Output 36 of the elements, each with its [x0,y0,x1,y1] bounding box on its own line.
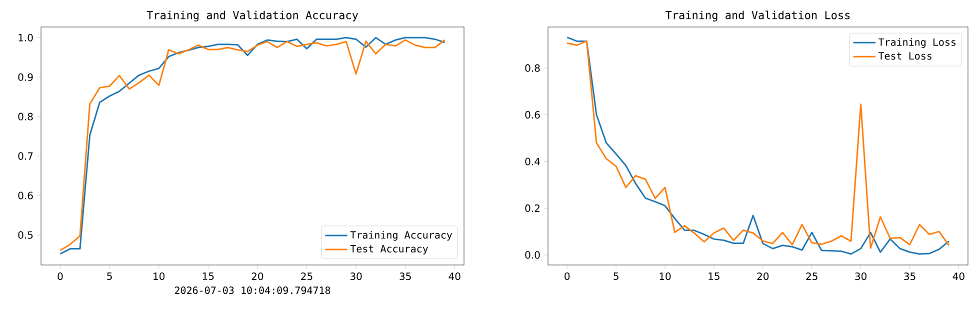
x-tick-label: 0 [564,272,570,280]
x-tick-label: 25 [301,272,312,280]
chart-title: Training and Validation Loss [666,10,850,22]
x-tick-label: 30 [855,272,866,280]
legend-label: Training Accuracy [350,230,452,241]
x-tick-label: 0 [58,272,63,280]
y-tick-label: 0.0 [525,251,540,259]
x-tick-label: 5 [614,272,618,280]
x-tick-label: 10 [660,272,671,280]
y-tick-label: 0.6 [18,192,33,200]
legend-label: Test Loss [878,52,932,60]
y-tick-label: 0.9 [18,73,33,81]
x-tick-label: 35 [400,272,411,280]
y-tick-label: 0.8 [18,112,33,120]
y-tick-label: 0.2 [525,204,540,212]
x-tick-label: 40 [448,272,460,280]
x-tick-label: 5 [107,272,112,280]
x-tick-label: 30 [350,272,362,280]
legend-label: Training Loss [878,38,956,48]
y-tick-label: 0.5 [18,231,33,239]
x-tick-label: 20 [757,272,769,280]
chart-title: Training and Validation Accuracy [146,10,358,22]
x-tick-label: 25 [806,272,818,280]
x-tick-label: 35 [904,272,916,280]
x-tick-label: 15 [708,272,720,280]
x-tick-label: 15 [202,272,214,280]
y-tick-label: 0.6 [525,111,540,119]
x-tick-label: 40 [952,272,964,280]
y-tick-label: 0.8 [525,64,540,72]
y-tick-label: 0.7 [18,152,33,160]
text: 2026-07-03 10:04:09.794718 [174,286,330,294]
x-tick-label: 10 [154,272,165,280]
y-tick-label: 1.0 [18,34,33,42]
y-tick-label: 0.4 [525,158,540,166]
x-tick-label: 20 [252,272,264,280]
legend-label: Test Accuracy [350,245,428,254]
